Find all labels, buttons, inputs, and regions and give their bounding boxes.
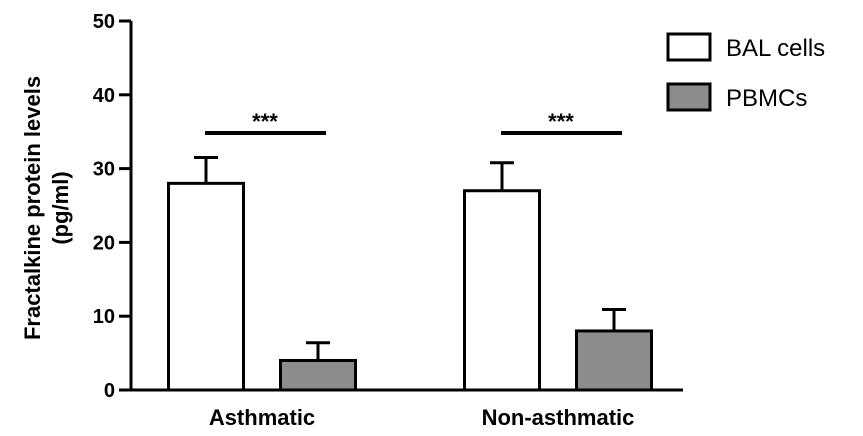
y-tick-label: 50 bbox=[93, 11, 115, 33]
x-tick-label: Non-asthmatic bbox=[482, 405, 635, 430]
legend-label: PBMCs bbox=[726, 85, 807, 112]
legend-label: BAL cells bbox=[726, 35, 825, 62]
significance-label: *** bbox=[548, 109, 574, 134]
y-tick-label: 20 bbox=[93, 232, 115, 254]
bar bbox=[279, 358, 357, 392]
y-axis-title-line2: (pg/ml) bbox=[48, 171, 73, 244]
x-tick-label: Asthmatic bbox=[209, 405, 315, 430]
y-tick-label: 10 bbox=[93, 306, 115, 328]
legend-swatch bbox=[666, 32, 712, 62]
y-tick-label: 30 bbox=[93, 159, 115, 181]
y-tick-label: 40 bbox=[93, 85, 115, 107]
significance-label: *** bbox=[252, 109, 278, 134]
x-axis: Asthmatic Non-asthmatic bbox=[129, 388, 683, 430]
legend-swatch bbox=[666, 82, 712, 112]
bars bbox=[167, 156, 653, 392]
y-axis-title: Fractalkine protein levels (pg/ml) bbox=[20, 76, 73, 340]
significance-markers: *** *** bbox=[205, 109, 622, 135]
bar bbox=[575, 329, 653, 392]
bar bbox=[463, 189, 541, 392]
bar bbox=[167, 181, 245, 392]
y-axis: 0 10 20 30 40 50 bbox=[93, 11, 133, 402]
y-axis-title-line1: Fractalkine protein levels bbox=[20, 76, 45, 340]
y-tick-label: 0 bbox=[104, 380, 115, 402]
legend: BAL cells PBMCs bbox=[666, 32, 825, 112]
